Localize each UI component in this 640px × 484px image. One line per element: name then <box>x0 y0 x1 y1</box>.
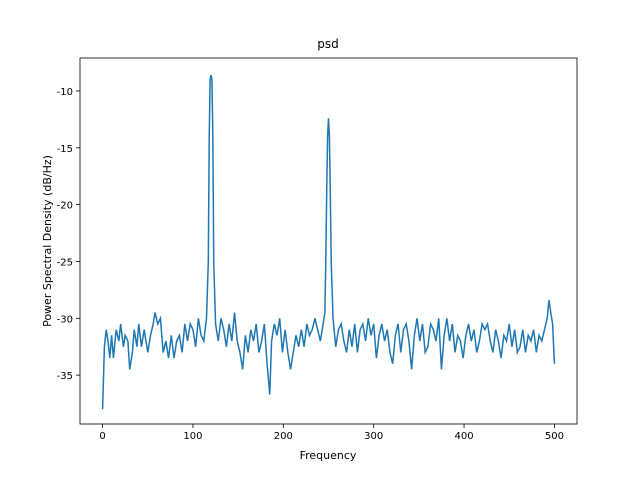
y-tick-label: -35 <box>57 371 73 382</box>
x-tick-label: 100 <box>183 431 202 442</box>
plot-frame <box>79 57 578 425</box>
x-tick-label: 500 <box>545 431 564 442</box>
data-line <box>101 74 556 410</box>
y-axis-label: Power Spectral Density (dB/Hz) <box>41 155 54 327</box>
y-tick-label: -30 <box>57 314 73 325</box>
x-tick-label: 0 <box>99 431 105 442</box>
y-tick-label: -25 <box>57 257 73 268</box>
chart-title: psd <box>317 37 339 51</box>
x-tick-label: 400 <box>454 431 473 442</box>
x-tick-label: 300 <box>364 431 383 442</box>
y-tick-label: -10 <box>57 87 73 98</box>
x-axis-label: Frequency <box>300 449 357 462</box>
x-tick-label: 200 <box>274 431 293 442</box>
y-tick-label: -20 <box>57 201 73 212</box>
y-tick-label: -15 <box>57 144 73 155</box>
